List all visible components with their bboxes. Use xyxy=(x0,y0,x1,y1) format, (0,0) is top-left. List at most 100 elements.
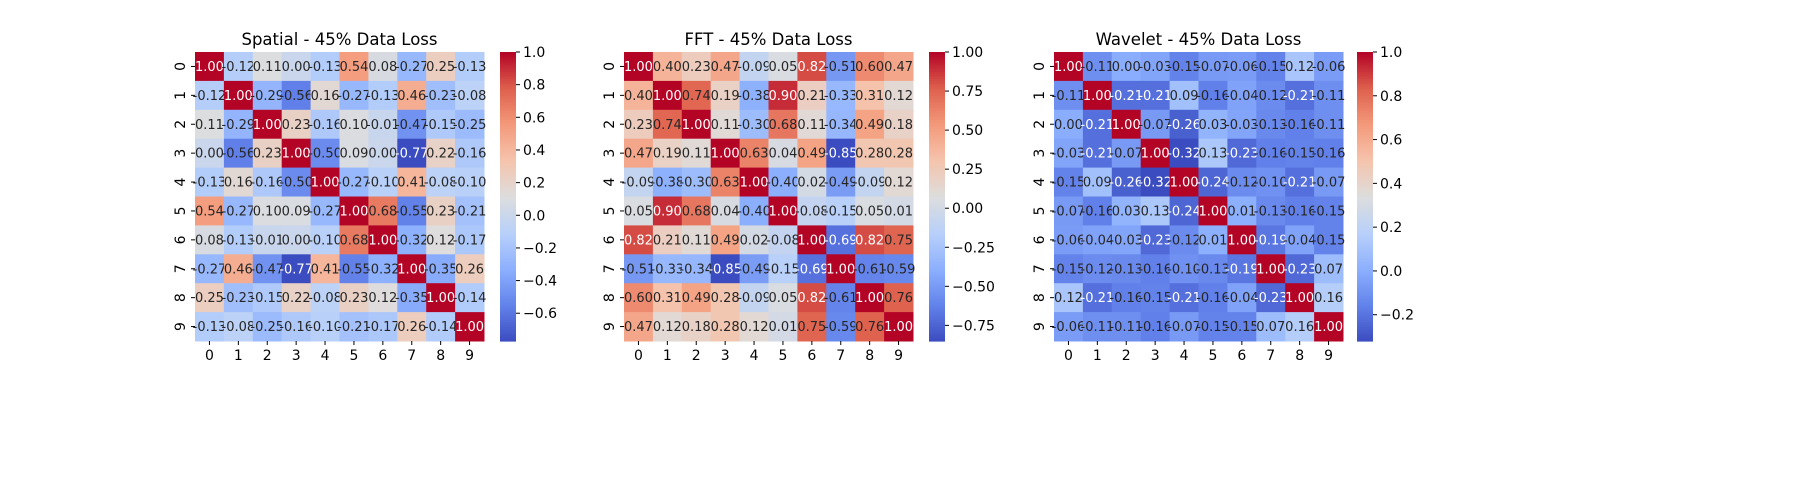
heatmap-cell xyxy=(339,312,369,342)
heatmap-cell xyxy=(1198,283,1228,313)
cell-value-label: -0.35 xyxy=(424,262,458,277)
colorbar-tick-label: 1.0 xyxy=(523,45,545,61)
y-tick-label: 2 xyxy=(1032,120,1048,129)
heatmap-cell xyxy=(624,225,654,255)
colorbar-gradient-slice xyxy=(929,92,945,96)
colorbar-gradient-slice xyxy=(500,131,516,135)
colorbar-gradient-slice xyxy=(929,107,945,111)
cell-value-label: -0.51 xyxy=(824,60,858,75)
cell-value-label: -0.11 xyxy=(1109,320,1143,335)
colorbar-gradient-slice xyxy=(500,280,516,284)
cell-value-label: 1.00 xyxy=(339,204,368,219)
colorbar-gradient-slice xyxy=(929,338,945,342)
colorbar-gradient-slice xyxy=(929,121,945,125)
cell-value-label: 0.09 xyxy=(1083,176,1112,191)
cell-value-label: 0.09 xyxy=(282,204,311,219)
cell-value-label: -0.24 xyxy=(1196,176,1230,191)
cell-value-label: -0.40 xyxy=(737,204,771,219)
x-tick-label: 7 xyxy=(407,348,416,364)
heatmap-cell xyxy=(252,225,283,255)
cell-value-label: 0.31 xyxy=(653,291,682,306)
x-tick-label: 3 xyxy=(292,348,301,364)
colorbar-gradient-slice xyxy=(500,78,516,82)
heatmap-cell xyxy=(281,196,312,226)
cell-value-label: -0.29 xyxy=(250,89,284,104)
x-tick-label: 0 xyxy=(205,348,214,364)
colorbar-gradient-slice xyxy=(929,235,945,239)
cell-value-label: 0.82 xyxy=(797,60,826,75)
cell-value-label: 0.04 xyxy=(711,204,740,219)
heatmap-cell xyxy=(826,312,856,342)
cell-value-label: -0.11 xyxy=(1312,89,1346,104)
cell-value-label: 0.46 xyxy=(397,89,426,104)
colorbar-gradient-slice xyxy=(500,90,516,94)
cell-value-label: -0.47 xyxy=(395,118,429,133)
heatmap-cell xyxy=(826,167,856,197)
colorbar-gradient-slice xyxy=(1357,196,1373,200)
colorbar-gradient-slice xyxy=(929,73,945,77)
cell-value-label: 0.12 xyxy=(368,291,397,306)
colorbar-gradient-slice xyxy=(1357,165,1373,169)
cell-value-label: 0.01 xyxy=(884,204,913,219)
colorbar-gradient-slice xyxy=(929,220,945,224)
heatmap-cell xyxy=(1256,109,1286,140)
colorbar-gradient-slice xyxy=(500,336,516,340)
heatmap-cell xyxy=(397,196,427,226)
colorbar-gradient-slice xyxy=(1357,184,1373,188)
colorbar-gradient-slice xyxy=(929,232,945,236)
cell-value-label: -0.19 xyxy=(1225,262,1259,277)
colorbar-gradient-slice xyxy=(500,126,516,130)
colorbar-gradient-slice xyxy=(929,213,945,217)
heatmap-cell xyxy=(1314,254,1344,284)
colorbar-gradient-slice xyxy=(500,309,516,313)
cell-value-label: -0.50 xyxy=(279,176,313,191)
cell-value-label: 0.00 xyxy=(195,147,224,162)
colorbar-gradient-slice xyxy=(1357,309,1373,313)
heatmap-cell xyxy=(281,109,312,140)
cell-value-label: 1.00 xyxy=(768,204,797,219)
colorbar-gradient-slice xyxy=(1357,90,1373,94)
colorbar-gradient-slice xyxy=(500,307,516,311)
y-tick-label: 5 xyxy=(1032,206,1048,215)
colorbar-gradient-slice xyxy=(929,206,945,210)
cell-value-label: -0.09 xyxy=(737,291,771,306)
heatmap-cell xyxy=(710,80,741,111)
colorbar-gradient-slice xyxy=(1357,126,1373,130)
heatmap-cell xyxy=(710,167,741,197)
cell-value-label: -0.59 xyxy=(882,262,916,277)
colorbar-tick-label: −0.50 xyxy=(952,279,995,295)
cell-value-label: -0.04 xyxy=(1225,291,1259,306)
colorbar-gradient-slice xyxy=(1357,59,1373,63)
colorbar-gradient-slice xyxy=(500,210,516,214)
heatmap-cell xyxy=(281,52,312,82)
colorbar-gradient-slice xyxy=(1357,324,1373,328)
cell-value-label: -0.15 xyxy=(250,291,284,306)
cell-value-label: 0.22 xyxy=(426,147,455,162)
colorbar-gradient-slice xyxy=(1357,230,1373,234)
colorbar-gradient-slice xyxy=(1357,131,1373,135)
colorbar-gradient-slice xyxy=(500,263,516,267)
colorbar-gradient-slice xyxy=(929,186,945,190)
colorbar-gradient-slice xyxy=(1357,160,1373,164)
colorbar-gradient-slice xyxy=(929,56,945,60)
colorbar-gradient-slice xyxy=(500,100,516,104)
colorbar-gradient-slice xyxy=(929,194,945,198)
colorbar-gradient-slice xyxy=(1357,186,1373,190)
colorbar-gradient-slice xyxy=(1357,312,1373,316)
cell-value-label: -0.16 xyxy=(308,118,342,133)
heatmap-cell xyxy=(855,167,885,197)
heatmap-cell xyxy=(1054,109,1084,140)
heatmap-cell xyxy=(710,254,741,284)
cell-value-label: -0.77 xyxy=(395,147,429,162)
colorbar-gradient-slice xyxy=(500,71,516,75)
cell-value-label: -0.15 xyxy=(1283,147,1317,162)
cell-value-label: -0.10 xyxy=(1167,262,1201,277)
x-tick-label: 4 xyxy=(750,348,759,364)
cell-value-label: 1.00 xyxy=(1256,262,1285,277)
x-tick-label: 7 xyxy=(1266,348,1275,364)
heatmap-cell xyxy=(397,312,427,342)
heatmap-panel-2: Wavelet - 45% Data Loss1.00-0.110.00-0.0… xyxy=(1032,30,1414,364)
heatmap-cell xyxy=(710,52,741,82)
heatmap-cell xyxy=(281,225,312,255)
colorbar-tick-label: 0.8 xyxy=(523,78,545,94)
